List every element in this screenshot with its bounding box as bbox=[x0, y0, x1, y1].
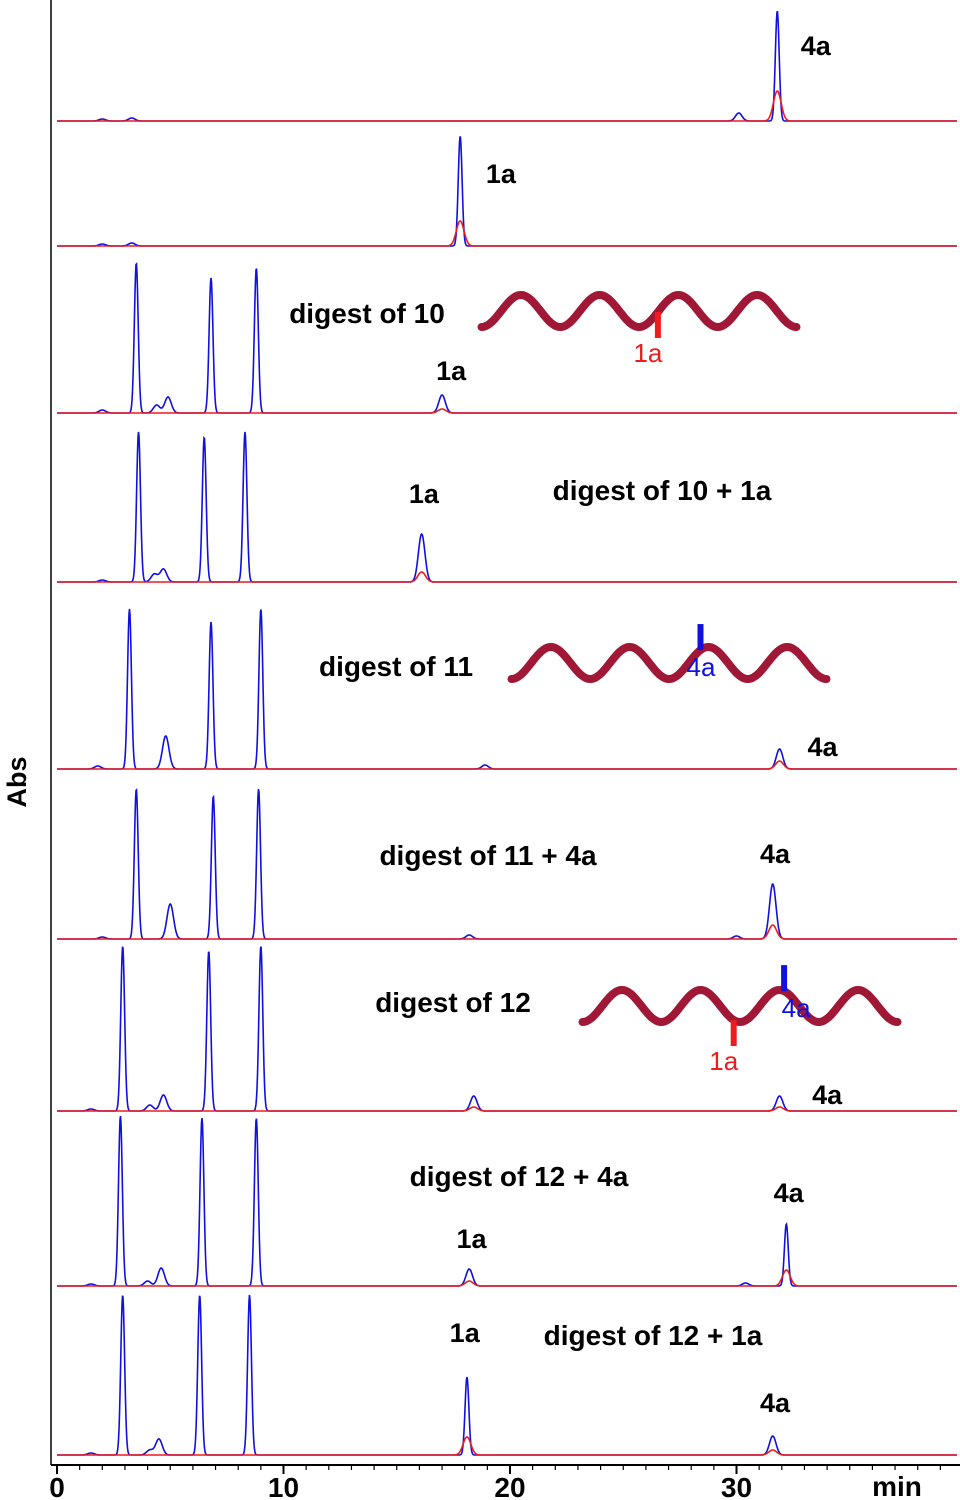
trace-red-line bbox=[57, 90, 957, 122]
peak-label: 1a bbox=[486, 159, 517, 189]
trace-red-line bbox=[57, 220, 957, 247]
peak-label: 1a bbox=[409, 479, 440, 509]
peak-label: 4a bbox=[760, 839, 791, 869]
trace-label: digest of 12 bbox=[375, 987, 531, 1018]
peak-label: 1a bbox=[456, 1224, 487, 1254]
dna-helix: 4a bbox=[507, 624, 831, 684]
helix-strand bbox=[477, 290, 801, 332]
helix-mark-label: 4a bbox=[687, 652, 716, 682]
trace-label: digest of 12 + 1a bbox=[544, 1320, 763, 1351]
peak-label: 1a bbox=[436, 356, 467, 386]
trace-blue-line bbox=[57, 262, 957, 414]
trace-blue-line bbox=[57, 1115, 957, 1287]
trace-label: digest of 12 + 4a bbox=[410, 1161, 629, 1192]
trace-blue-line bbox=[57, 136, 957, 247]
dna-helix: 1a bbox=[477, 290, 801, 368]
peak-label: 4a bbox=[812, 1080, 843, 1110]
trace-7: digest of 12 4a 1a 4a bbox=[57, 946, 957, 1112]
trace-red-line bbox=[57, 924, 957, 940]
trace-8: digest of 12 + 4a 1a 4a bbox=[57, 1115, 957, 1287]
trace-label: digest of 11 + 4a bbox=[379, 840, 597, 871]
trace-label: digest of 11 bbox=[319, 651, 473, 682]
trace-red-line bbox=[57, 760, 957, 770]
trace-9: digest of 12 + 1a 1a 4a bbox=[57, 1294, 957, 1456]
x-tick-label: 20 bbox=[494, 1472, 525, 1500]
trace-red-line bbox=[57, 1436, 957, 1456]
trace-5: digest of 11 4a 4a bbox=[57, 608, 957, 770]
x-axis-label: min bbox=[872, 1471, 922, 1500]
trace-2: 1a bbox=[57, 136, 957, 247]
x-tick-label: 30 bbox=[721, 1472, 752, 1500]
trace-4: digest of 10 + 1a 1a bbox=[57, 431, 957, 583]
trace-6: digest of 11 + 4a 4a bbox=[57, 788, 957, 940]
trace-red-line bbox=[57, 408, 957, 414]
x-tick-label: 10 bbox=[268, 1472, 299, 1500]
trace-blue-line bbox=[57, 10, 957, 122]
helix-mark-label: 1a bbox=[709, 1046, 738, 1076]
trace-red-line bbox=[57, 1269, 957, 1287]
peak-label: 4a bbox=[801, 31, 832, 61]
trace-1: 4a bbox=[57, 10, 957, 122]
x-tick-label: 0 bbox=[49, 1472, 65, 1500]
trace-red-line bbox=[57, 571, 957, 583]
helix-strand bbox=[578, 985, 902, 1027]
peak-label: 4a bbox=[774, 1178, 805, 1208]
peak-label: 1a bbox=[450, 1318, 481, 1348]
y-axis-label: Abs bbox=[2, 756, 32, 807]
helix-mark-label: 1a bbox=[633, 338, 662, 368]
trace-red-line bbox=[57, 1106, 957, 1112]
trace-label: digest of 10 bbox=[289, 298, 445, 329]
x-ticks: 0 10 20 30 bbox=[49, 1465, 941, 1500]
dna-helix: 1a 4a bbox=[578, 965, 902, 1076]
trace-label: digest of 10 + 1a bbox=[553, 475, 772, 506]
helix-strand bbox=[507, 642, 831, 684]
helix-mark-label: 4a bbox=[782, 993, 811, 1023]
trace-blue-line bbox=[57, 1294, 957, 1456]
trace-blue-line bbox=[57, 431, 957, 583]
trace-3: digest of 10 1a 1a bbox=[57, 262, 957, 414]
peak-label: 4a bbox=[808, 732, 839, 762]
peak-label: 4a bbox=[760, 1388, 791, 1418]
